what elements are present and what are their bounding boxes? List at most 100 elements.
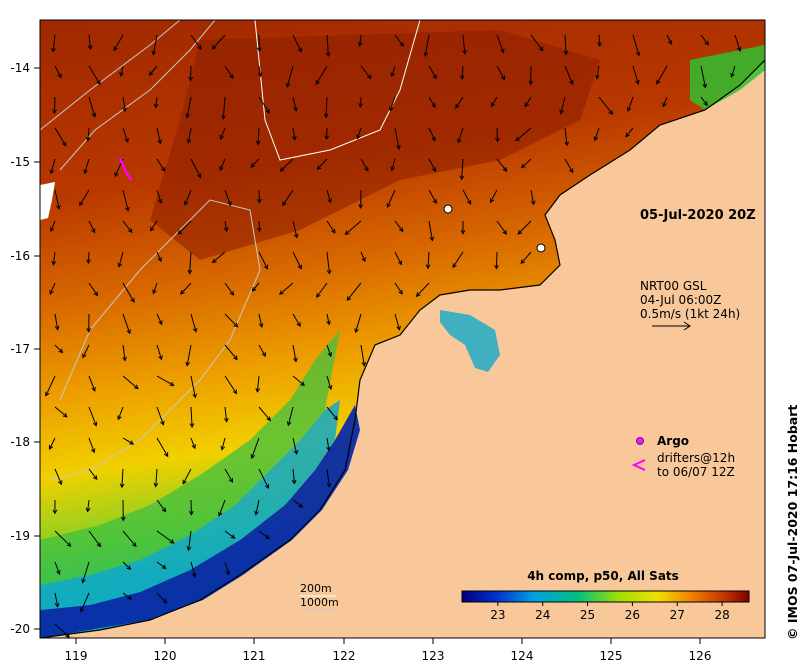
isobath-200m-label: 200m	[300, 582, 332, 595]
current-vector-head	[429, 236, 435, 242]
ne-coastal-patch	[690, 45, 765, 110]
current-vector-head	[432, 74, 437, 80]
current-vector-head	[86, 327, 92, 333]
current-vector-head	[292, 135, 297, 141]
current-vector-head	[197, 173, 202, 179]
current-vector	[220, 127, 226, 140]
current-vector-head	[326, 269, 332, 275]
current-vector-head	[323, 113, 329, 119]
current-vector	[279, 282, 294, 295]
current-vector-head	[119, 72, 124, 78]
current-vector	[564, 127, 568, 146]
current-vector	[282, 189, 294, 206]
current-vector	[121, 468, 124, 488]
current-vector-head	[149, 226, 155, 232]
current-vector-head	[704, 40, 709, 46]
current-vector-head	[49, 289, 54, 295]
current-vector	[326, 437, 330, 451]
current-vector-head	[530, 200, 536, 206]
x-tick-label: 119	[65, 649, 88, 663]
current-vector-head	[520, 259, 526, 265]
current-vector	[188, 530, 192, 551]
current-vector	[256, 375, 260, 392]
current-vector-head	[462, 49, 467, 55]
current-vector-head	[460, 229, 466, 235]
current-vector	[190, 65, 192, 81]
current-vector	[52, 251, 56, 265]
current-vector-head	[91, 112, 97, 118]
current-vector-head	[122, 107, 127, 113]
current-vector	[122, 220, 133, 233]
current-vector-head	[127, 228, 133, 234]
current-vector	[49, 282, 56, 295]
current-vector	[357, 127, 362, 139]
current-vector-head	[161, 564, 167, 570]
current-vector-head	[122, 356, 127, 362]
current-vector-head	[91, 386, 96, 392]
y-tick-label: -17	[10, 342, 30, 356]
current-vector-head	[524, 102, 529, 108]
current-vector	[428, 189, 437, 204]
current-vector	[495, 251, 498, 269]
current-vector	[189, 251, 192, 274]
current-vector	[530, 34, 544, 51]
current-vector	[394, 313, 400, 330]
current-vector-head	[564, 141, 570, 147]
current-vector-head	[230, 534, 236, 539]
current-vector	[218, 499, 226, 516]
current-vector-head	[662, 102, 667, 108]
x-tick-label: 123	[422, 649, 445, 663]
current-vector	[252, 282, 260, 292]
current-vector-head	[61, 141, 67, 147]
current-vector-head	[221, 114, 226, 120]
current-vector-head	[91, 228, 96, 234]
current-vector	[156, 499, 167, 512]
current-vector-head	[538, 46, 544, 52]
current-vector-head	[490, 198, 495, 204]
current-vector-head	[255, 387, 261, 393]
current-vector	[496, 127, 498, 142]
x-tick-label: 126	[689, 649, 712, 663]
current-vector-head	[126, 329, 131, 335]
current-vector-head	[92, 475, 98, 481]
current-vector-head	[297, 47, 302, 53]
colorbar	[461, 590, 750, 603]
colorbar-ticks: 23 24 25 26 27 28	[490, 602, 730, 622]
current-vector-head	[667, 40, 673, 46]
current-vector	[184, 189, 192, 205]
current-vector-head	[459, 75, 465, 81]
isobath-1000m-label: 1000m	[300, 596, 339, 609]
current-vector-head	[187, 269, 193, 275]
current-vector	[428, 220, 433, 241]
current-vector-head	[358, 103, 363, 109]
current-vector-head	[266, 416, 271, 422]
current-vector-head	[293, 449, 299, 455]
current-vector-head	[593, 136, 599, 142]
current-vector	[224, 65, 234, 79]
current-vector-head	[325, 52, 331, 58]
current-vector-head	[191, 444, 196, 450]
current-vector	[564, 34, 567, 55]
current-vector	[292, 313, 301, 327]
current-vector	[118, 251, 124, 267]
current-vector	[360, 344, 365, 366]
current-vector-head	[490, 102, 496, 108]
current-vector	[54, 592, 59, 607]
current-vector-head	[326, 482, 332, 488]
current-vector	[292, 251, 302, 269]
current-vector	[524, 96, 532, 107]
y-tick-label: -16	[10, 249, 30, 263]
island	[443, 204, 453, 214]
current-vector-head	[164, 452, 169, 458]
colorbar-tick-label: 23	[490, 608, 505, 622]
current-vector-head	[431, 167, 437, 173]
current-scale-label: 0.5m/s (1kt 24h)	[640, 307, 740, 321]
current-vector-head	[327, 352, 332, 358]
current-vector	[596, 65, 600, 79]
current-vector-head	[49, 169, 55, 175]
current-vector	[156, 251, 162, 262]
current-vector-head	[151, 50, 157, 56]
current-vector-head	[736, 46, 742, 52]
current-vector-head	[396, 325, 401, 331]
current-vector	[517, 220, 532, 235]
